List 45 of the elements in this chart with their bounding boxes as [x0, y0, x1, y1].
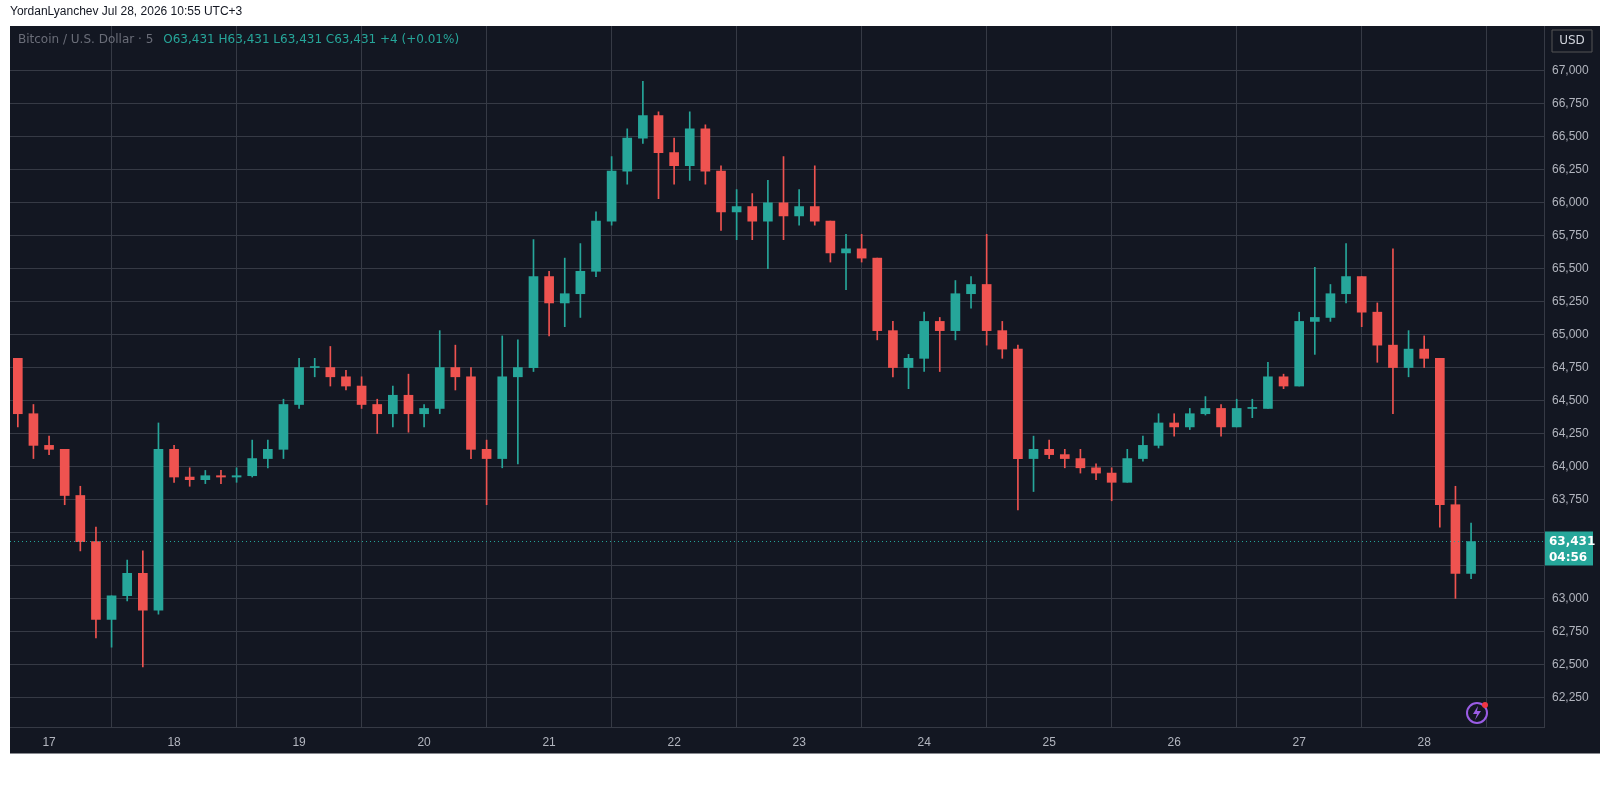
x-tick-label: 20 — [417, 735, 432, 750]
x-tick-label: 18 — [167, 735, 182, 750]
y-tick-label: 67,000 — [1552, 63, 1590, 78]
candlestick — [1247, 398, 1258, 419]
candlestick — [763, 179, 773, 269]
candlestick — [1309, 267, 1320, 355]
x-tick-label: 22 — [667, 735, 682, 750]
y-tick-label: 64,000 — [1552, 458, 1590, 473]
y-tick-label: 64,500 — [1552, 392, 1590, 407]
x-tick-label: 27 — [1292, 735, 1307, 750]
y-tick-label: 65,500 — [1552, 260, 1590, 275]
candlestick — [184, 467, 195, 487]
x-tick-label: 25 — [1042, 735, 1057, 750]
x-tick-label: 21 — [542, 735, 557, 750]
candlestick — [559, 257, 570, 328]
y-tick-label: 62,500 — [1552, 656, 1590, 671]
y-tick-label: 64,750 — [1552, 359, 1590, 374]
x-tick-label: 24 — [917, 735, 932, 750]
text: O63,431 H63,431 L63,431 C63,431 +4 (+0.01%) — [163, 32, 460, 47]
candlestick — [1388, 248, 1398, 415]
x-tick-label: 19 — [292, 735, 307, 750]
y-tick-label: 66,500 — [1552, 129, 1590, 144]
text: Bitcoin / U.S. Dollar · 5 — [18, 32, 154, 47]
candlestick — [934, 317, 945, 372]
y-tick-label: 62,250 — [1552, 689, 1590, 704]
text: YordanLyanchev Jul 28, 2026 10:55 UTC+3 — [10, 4, 243, 19]
candlestick — [216, 470, 226, 484]
x-tick-label: 28 — [1417, 735, 1432, 750]
x-tick-label: 23 — [792, 735, 807, 750]
candlestick — [513, 339, 523, 465]
y-tick-label: 65,000 — [1552, 326, 1590, 341]
y-tick-label: 65,250 — [1552, 293, 1590, 308]
y-tick-label: 64,250 — [1552, 425, 1590, 440]
y-tick-label: 63,750 — [1552, 491, 1590, 506]
y-tick-label: 66,250 — [1552, 162, 1590, 177]
y-tick-label: 62,750 — [1552, 623, 1590, 638]
text: 04:56 — [1549, 549, 1588, 564]
y-tick-label: 63,000 — [1552, 590, 1590, 605]
x-tick-label: 26 — [1167, 735, 1182, 750]
x-tick-label: 17 — [42, 735, 57, 750]
y-tick-label: 66,750 — [1552, 96, 1590, 111]
y-tick-label: 66,000 — [1552, 195, 1590, 210]
y-tick-label: 65,750 — [1552, 228, 1590, 242]
y-axis-title: USD — [1559, 33, 1585, 48]
candlestick — [309, 358, 320, 378]
